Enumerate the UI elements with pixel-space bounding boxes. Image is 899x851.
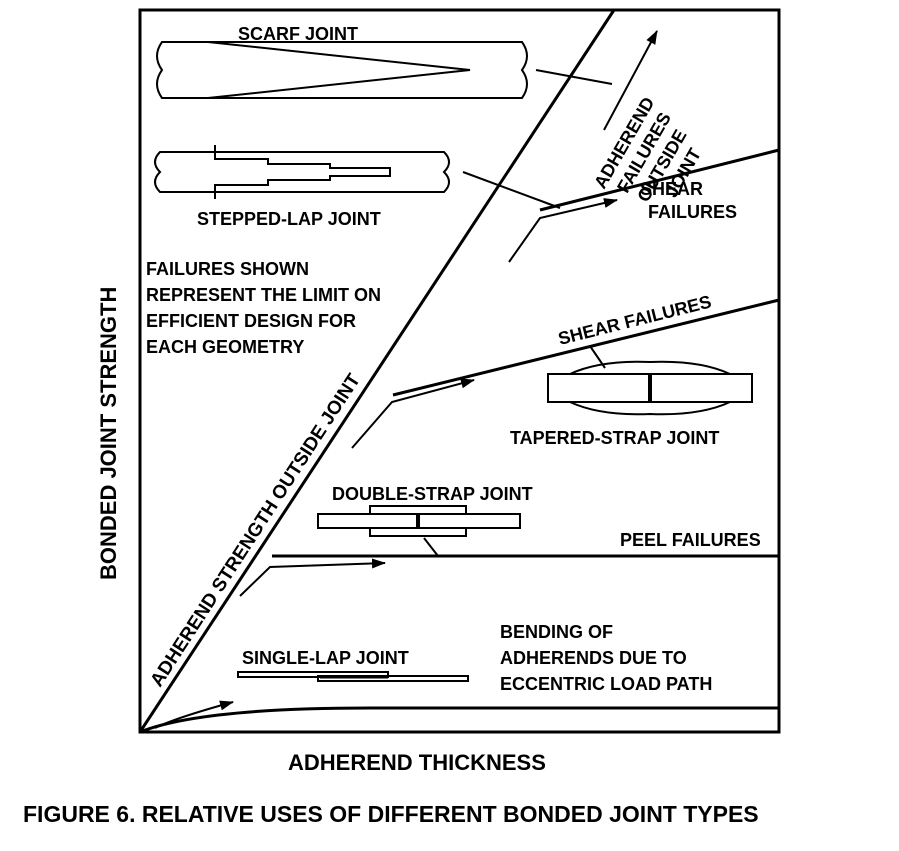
shear-failures-upper-line-2: FAILURES bbox=[648, 202, 737, 222]
peel-failures-label: PEEL FAILURES bbox=[620, 530, 761, 550]
scarf-joint-sketch bbox=[156, 41, 613, 99]
adherend-strength-line bbox=[138, 9, 616, 733]
scarf-joint-label: SCARF JOINT bbox=[238, 24, 358, 44]
bending-line-1: BENDING OF bbox=[500, 622, 613, 642]
x-axis-label: ADHEREND THICKNESS bbox=[288, 750, 546, 775]
adherend-strength-arrow bbox=[603, 30, 658, 131]
double-strap-joint-label: DOUBLE-STRAP JOINT bbox=[332, 484, 533, 504]
shear-failure-curve-upper bbox=[539, 148, 780, 212]
bending-line-3: ECCENTRIC LOAD PATH bbox=[500, 674, 712, 694]
stepped-lap-joint-sketch bbox=[154, 145, 561, 209]
shear-failures-middle-label: SHEAR FAILURES bbox=[556, 291, 713, 348]
note-line-1: FAILURES SHOWN bbox=[146, 259, 309, 279]
double-strap-joint-sketch bbox=[317, 505, 521, 557]
bending-arrow bbox=[154, 700, 234, 729]
note-line-2: REPRESENT THE LIMIT ON bbox=[146, 285, 381, 305]
note-line-3: EFFICIENT DESIGN FOR bbox=[146, 311, 356, 331]
note-line-4: EACH GEOMETRY bbox=[146, 337, 304, 357]
diagonal-strength-label: ADHEREND STRENGTH OUTSIDE JOINT bbox=[147, 370, 365, 691]
bending-line-2: ADHERENDS DUE TO bbox=[500, 648, 687, 668]
plot-frame bbox=[138, 8, 781, 734]
shear-failures-upper-line-1: SHEAR bbox=[640, 179, 703, 199]
single-lap-joint-sketch bbox=[237, 671, 469, 682]
stepped-lap-joint-label: STEPPED-LAP JOINT bbox=[197, 209, 381, 229]
single-lap-joint-label: SINGLE-LAP JOINT bbox=[242, 648, 409, 668]
bending-failure-curve bbox=[139, 706, 779, 734]
tapered-strap-joint-sketch bbox=[547, 345, 753, 416]
peel-arrow bbox=[239, 558, 386, 597]
tapered-strap-joint-label: TAPERED-STRAP JOINT bbox=[510, 428, 719, 448]
shear-failure-curve-middle bbox=[392, 298, 780, 397]
shear-arrow-middle bbox=[351, 378, 475, 449]
y-axis-label: BONDED JOINT STRENGTH bbox=[96, 287, 121, 580]
shear-arrow-upper bbox=[508, 198, 618, 263]
figure-caption: FIGURE 6. RELATIVE USES OF DIFFERENT BON… bbox=[23, 801, 759, 827]
